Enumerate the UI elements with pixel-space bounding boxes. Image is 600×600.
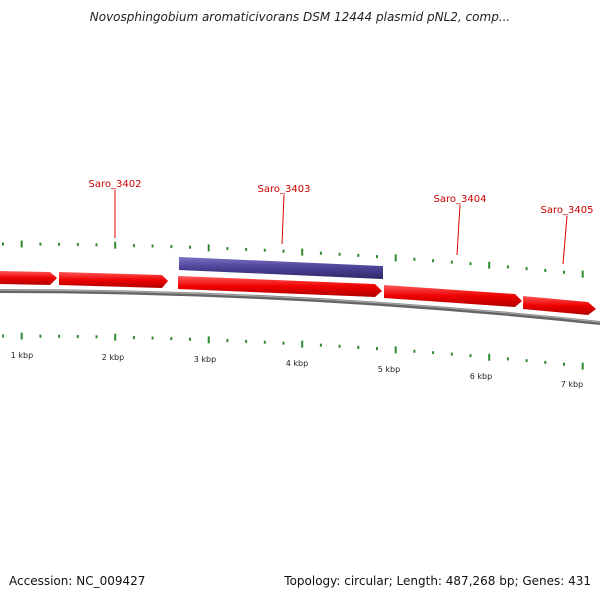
gene-arrow-saro-3405[interactable] <box>523 296 596 315</box>
gene-label-saro-3402[interactable]: Saro_3402 <box>89 179 142 190</box>
gene-arrow-left-edge[interactable] <box>0 271 57 285</box>
gene-arrow-saro-3403[interactable] <box>178 276 382 297</box>
gene-label-saro-3405[interactable]: Saro_3405 <box>541 205 594 216</box>
gene-label-line <box>562 215 568 265</box>
accession-text: Accession: NC_009427 <box>9 574 146 588</box>
scale-label-3kbp: 3 kbp <box>194 355 216 364</box>
map-title: Novosphingobium aromaticivorans DSM 1244… <box>89 10 511 24</box>
scale-label-2kbp: 2 kbp <box>102 353 124 362</box>
backbone-highlight <box>0 289 600 323</box>
scale-label-1kbp: 1 kbp <box>11 351 33 360</box>
scale-label-6kbp: 6 kbp <box>470 372 492 381</box>
genome-summary-text: Topology: circular; Length: 487,268 bp; … <box>284 574 591 588</box>
scale-label-5kbp: 5 kbp <box>378 365 400 374</box>
gene-label-saro-3404[interactable]: Saro_3404 <box>434 194 487 205</box>
gene-label-line <box>281 194 285 245</box>
gene-label-saro-3403[interactable]: Saro_3403 <box>258 184 311 195</box>
scale-ticks-top <box>2 240 584 278</box>
gene-arrow-saro-3402[interactable] <box>59 272 168 288</box>
gene-highlight-saro-3403[interactable] <box>179 257 383 279</box>
gene-labels: Saro_3402 Saro_3403 Saro_3404 Saro_3405 <box>89 179 594 265</box>
gene-track <box>0 257 596 315</box>
scale-labels: 1 kbp 2 kbp 3 kbp 4 kbp 5 kbp 6 kbp 7 kb… <box>11 351 583 389</box>
gene-label-line <box>456 204 461 256</box>
scale-label-7kbp: 7 kbp <box>561 380 583 389</box>
gene-arrow-saro-3404[interactable] <box>384 285 522 307</box>
scale-ticks-bottom <box>2 332 584 370</box>
backbone-line <box>0 289 600 325</box>
scale-label-4kbp: 4 kbp <box>286 359 308 368</box>
